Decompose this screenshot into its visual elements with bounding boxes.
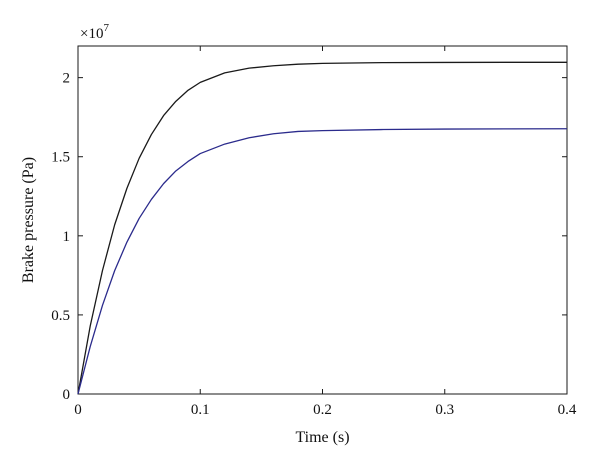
y-multiplier-base: ×10 (80, 26, 103, 42)
x-tick-label: 0.2 (313, 402, 332, 418)
y-tick-label: 2 (63, 71, 71, 87)
series-line-2 (77, 128, 568, 395)
series-layer (77, 61, 568, 395)
x-tick-label: 0.4 (558, 402, 577, 418)
y-multiplier-label: ×107 (80, 22, 109, 42)
y-tick-label: 0 (63, 387, 71, 403)
x-axis-ticks: 0 0.1 0.2 0.3 0.4 (74, 46, 577, 418)
y-tick-label: 0.5 (51, 308, 70, 324)
y-tick-label: 1 (63, 229, 71, 245)
plot-area (77, 45, 568, 395)
x-tick-label: 0.3 (435, 402, 454, 418)
y-axis-label: Brake pressure (Pa) (20, 157, 37, 283)
x-tick-label: 0.1 (191, 402, 210, 418)
x-axis-label: Time (s) (295, 429, 349, 446)
y-tick-label: 1.5 (51, 150, 70, 166)
series-line-1 (77, 61, 567, 395)
y-multiplier-exponent: 7 (103, 22, 109, 34)
x-tick-label: 0 (74, 402, 82, 418)
y-axis-ticks: 0 0.5 1 1.5 2 (51, 71, 567, 403)
